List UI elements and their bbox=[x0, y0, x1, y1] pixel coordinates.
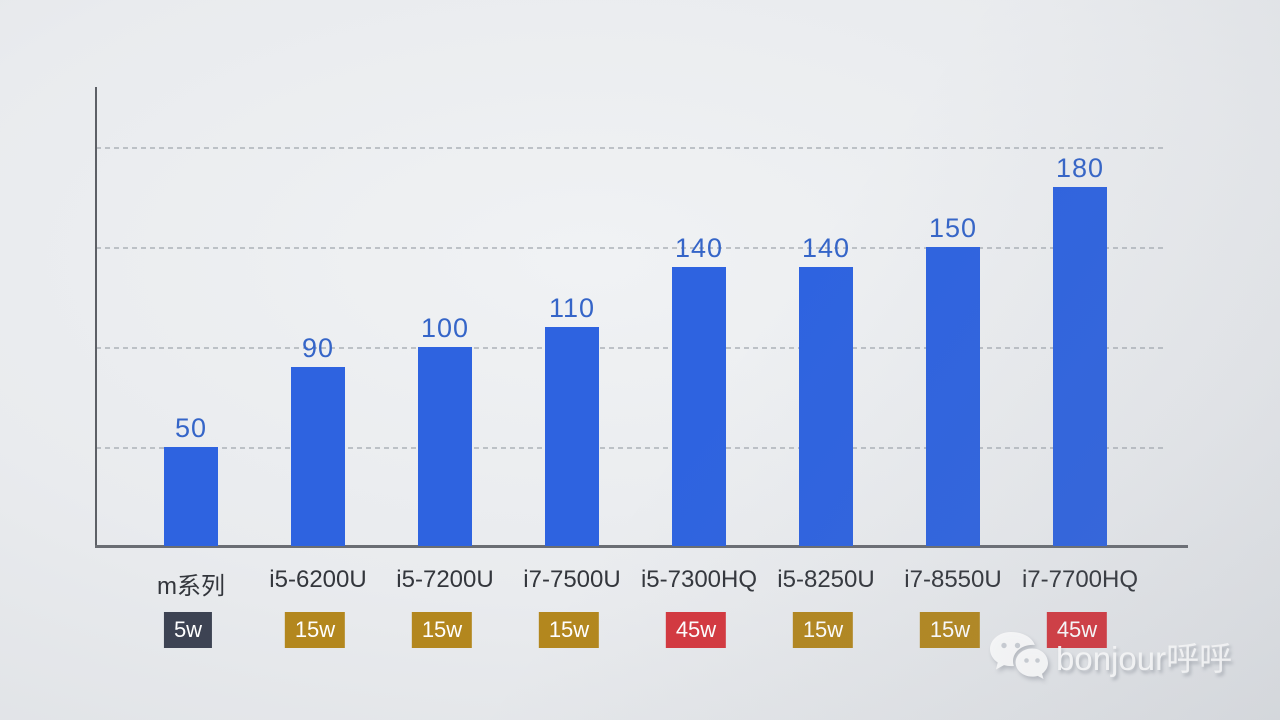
category-label: i7-7700HQ bbox=[1021, 566, 1139, 593]
category-label: i5-7300HQ bbox=[640, 566, 758, 593]
bar-i5-7200U bbox=[418, 347, 472, 546]
category-label: i5-7200U bbox=[396, 566, 494, 593]
tdp-badge: 15w bbox=[411, 612, 473, 648]
bar-value-label: 180 bbox=[1055, 153, 1105, 183]
bar-m系列 bbox=[164, 447, 218, 546]
bar-value-label: 100 bbox=[420, 313, 470, 343]
bar-i5-6200U bbox=[291, 367, 345, 546]
gridline-100 bbox=[96, 347, 1166, 349]
category-label: i5-6200U bbox=[269, 566, 367, 593]
x-axis-line bbox=[95, 545, 1188, 548]
bar-value-label: 90 bbox=[301, 333, 335, 363]
category-label: m系列 bbox=[157, 573, 225, 600]
bar-i5-8250U bbox=[799, 267, 853, 546]
bar-value-label: 110 bbox=[548, 293, 596, 323]
gridline-200 bbox=[96, 147, 1166, 149]
y-axis-line bbox=[95, 87, 97, 547]
tdp-badge: 15w bbox=[284, 612, 346, 648]
bar-i5-7300HQ bbox=[672, 267, 726, 546]
gridline-50 bbox=[96, 447, 1166, 449]
bar-i7-7700HQ bbox=[1053, 187, 1107, 546]
bar-value-label: 140 bbox=[674, 233, 724, 263]
tdp-badge: 15w bbox=[919, 612, 981, 648]
gridline-150 bbox=[96, 247, 1166, 249]
bar-i7-7500U bbox=[545, 327, 599, 546]
category-label: i7-8550U bbox=[904, 566, 1002, 593]
watermark-text: bonjour呼呼 bbox=[1056, 640, 1233, 677]
wechat-icon bbox=[990, 632, 1048, 679]
tdp-badge: 45w bbox=[1046, 612, 1108, 648]
bar-value-label: 140 bbox=[801, 233, 851, 263]
tdp-badge: 5w bbox=[163, 612, 213, 648]
watermark: bonjour呼呼 bbox=[988, 630, 1232, 682]
tdp-badge: 15w bbox=[538, 612, 600, 648]
bar-value-label: 150 bbox=[928, 213, 978, 243]
category-label: i7-7500U bbox=[523, 566, 621, 593]
tdp-badge: 15w bbox=[792, 612, 854, 648]
bar-i7-8550U bbox=[926, 247, 980, 546]
bar-value-label: 50 bbox=[174, 413, 208, 443]
tdp-badge: 45w bbox=[665, 612, 727, 648]
category-label: i5-8250U bbox=[777, 566, 875, 593]
